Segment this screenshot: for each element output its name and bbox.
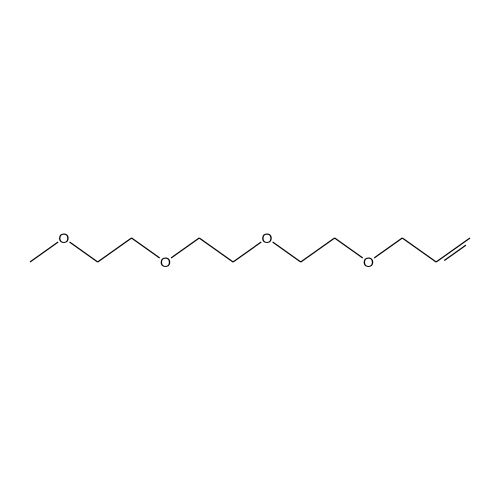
oxygen-label: O [160, 254, 171, 270]
bond [301, 238, 335, 262]
molecule-diagram: O O O O [0, 0, 500, 500]
bond [199, 238, 233, 262]
double-bond-line [436, 238, 470, 262]
bond [374, 238, 402, 258]
bond [30, 242, 58, 262]
oxygen-label: O [261, 230, 272, 246]
oxygen-label: O [363, 254, 374, 270]
bond [98, 238, 132, 262]
double-bond-line [444, 245, 466, 260]
structure-svg: O O O O [0, 0, 500, 500]
bond [335, 238, 363, 258]
bond [132, 238, 160, 258]
bond [171, 238, 199, 258]
bond [70, 242, 98, 262]
oxygen-label: O [58, 230, 69, 246]
bond [233, 242, 261, 262]
bond [402, 238, 436, 262]
bond [273, 242, 301, 262]
